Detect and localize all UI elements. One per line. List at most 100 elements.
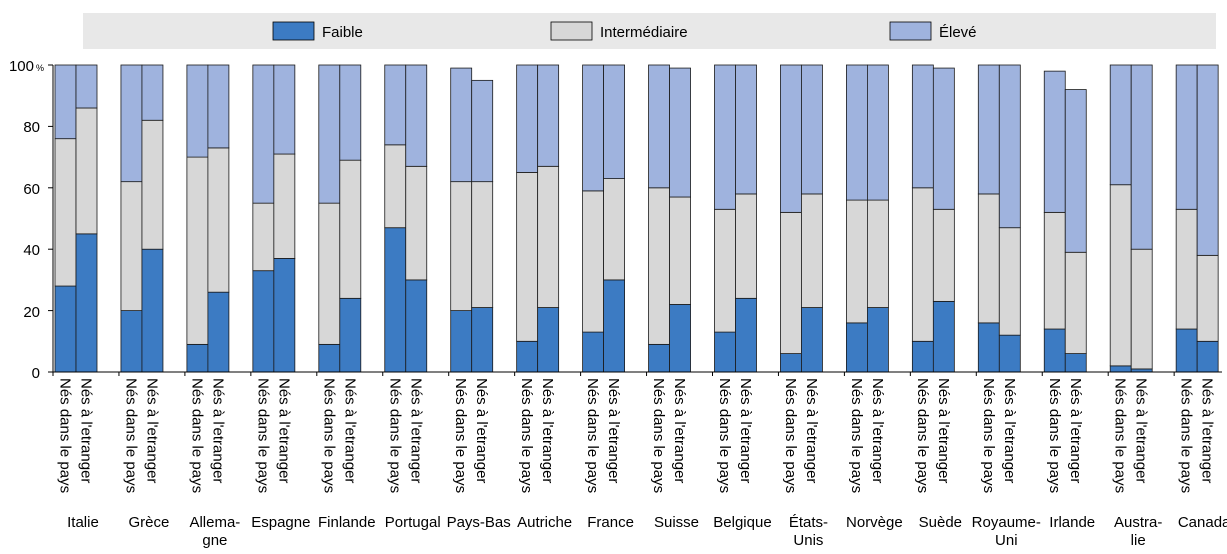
bar-segment-mid — [1196, 254, 1219, 342]
bar-segment-high — [846, 64, 868, 201]
y-unit-label: % — [36, 63, 44, 73]
category-label-line: Pays-Bas — [447, 514, 511, 531]
bar-segment-mid — [911, 187, 934, 342]
category-label-line: lie — [1131, 532, 1146, 549]
bar-segment-low — [1043, 328, 1066, 373]
bar-segment-mid — [471, 181, 494, 308]
bar-label: Nés dans le pays — [980, 378, 997, 493]
bar-label: Nés dans le pays — [386, 378, 403, 493]
legend-label-mid: Intermédiaire — [600, 24, 688, 41]
category-label-line: Canada — [1178, 514, 1227, 531]
bar-segment-low — [714, 331, 736, 373]
legend-background — [83, 13, 1216, 49]
category-label-line: Grèce — [129, 514, 170, 531]
bar-segment-high — [1043, 70, 1066, 213]
bar-label: Nés dans le pays — [1112, 378, 1129, 493]
bar-label: Nés à l'etranger — [1133, 378, 1150, 483]
category-label: Portugal — [385, 514, 441, 531]
bar-label: Nés dans le pays — [518, 378, 535, 493]
bar-segment-high — [801, 64, 823, 195]
category-label-line: Portugal — [385, 514, 441, 531]
bar-segment-low — [471, 307, 494, 373]
category-label: Norvège — [846, 514, 903, 531]
bar-label: Nés à l'etranger — [209, 378, 226, 483]
bar-label: Nés à l'etranger — [341, 378, 358, 483]
bar-segment-mid — [252, 202, 275, 272]
bar-label: Nés dans le pays — [848, 378, 865, 493]
bar-segment-low — [801, 307, 823, 373]
category-label-line: Autriche — [517, 514, 572, 531]
bar-segment-high — [207, 64, 230, 149]
bar-segment-mid — [186, 156, 209, 345]
bar-segment-low — [977, 322, 1000, 373]
bar-segment-mid — [780, 211, 802, 354]
category-label-line: Unis — [793, 532, 823, 549]
bar-segment-high — [405, 64, 428, 167]
bar-segment-high — [932, 67, 955, 210]
bar-segment-low — [648, 343, 670, 373]
bar-segment-high — [977, 64, 1000, 195]
bar-segment-low — [780, 353, 802, 373]
legend-label-high: Élevé — [939, 24, 977, 41]
y-tick-label: 60 — [23, 181, 40, 198]
bar-segment-high — [669, 67, 691, 198]
bar-segment-low — [75, 233, 98, 373]
bar-segment-high — [120, 64, 143, 183]
bar-segment-high — [1196, 64, 1219, 256]
category-label-line: Allema- — [189, 514, 240, 531]
bar-segment-high — [1109, 64, 1132, 186]
bar-segment-mid — [603, 178, 625, 281]
bar-label: Nés à l'etranger — [275, 378, 292, 483]
bar-segment-low — [735, 297, 757, 373]
category-label: Allema-gne — [189, 514, 240, 549]
bar-segment-low — [318, 343, 341, 373]
category-label-line: Suède — [919, 514, 962, 531]
bar-segment-low — [669, 304, 691, 373]
bar-segment-high — [75, 64, 98, 109]
legend-swatch-high — [889, 21, 932, 41]
bar-label: Nés dans le pays — [914, 378, 931, 493]
bar-segment-mid — [582, 190, 604, 333]
bar-label: Nés à l'etranger — [539, 378, 556, 483]
bar-label: Nés à l'etranger — [737, 378, 754, 483]
bar-segment-mid — [932, 208, 955, 302]
bar-segment-mid — [669, 196, 691, 305]
category-label: Suède — [919, 514, 962, 531]
category-label: Italie — [67, 514, 99, 531]
category-label: Finlande — [318, 514, 376, 531]
bar-segment-low — [186, 343, 209, 373]
category-label: Irlande — [1049, 514, 1095, 531]
bar-segment-mid — [867, 199, 889, 308]
bar-segment-high — [1064, 89, 1087, 253]
bar-segment-high — [582, 64, 604, 192]
bar-segment-mid — [1109, 184, 1132, 367]
bar-segment-high — [603, 64, 625, 179]
category-label: France — [587, 514, 634, 531]
y-tick-label: 80 — [23, 119, 40, 136]
bar-segment-low — [932, 300, 955, 373]
bar-label: Nés dans le pays — [782, 378, 799, 493]
bar-segment-low — [120, 310, 143, 373]
bar-segment-high — [252, 64, 275, 204]
category-label-line: Norvège — [846, 514, 903, 531]
bar-segment-high — [471, 79, 494, 183]
bar-segment-low — [339, 297, 362, 373]
bar-label: Nés à l'etranger — [407, 378, 424, 483]
bar-label: Nés dans le pays — [320, 378, 337, 493]
bar-segment-low — [998, 334, 1021, 373]
category-label-line: Royaume- — [972, 514, 1041, 531]
bar-segment-low — [867, 307, 889, 373]
category-label: Canada — [1178, 514, 1227, 531]
category-label: États-Unis — [789, 514, 828, 549]
legend-swatch-mid — [550, 21, 593, 41]
bar-segment-low — [846, 322, 868, 373]
bar-segment-high — [714, 64, 736, 210]
legend-swatch-low — [272, 21, 315, 41]
category-label: Austra-lie — [1114, 514, 1162, 549]
category-label-line: Espagne — [251, 514, 310, 531]
bar-segment-high — [141, 64, 164, 121]
bar-segment-high — [537, 64, 560, 167]
bar-label: Nés à l'etranger — [605, 378, 622, 483]
bar-segment-low — [603, 279, 625, 373]
